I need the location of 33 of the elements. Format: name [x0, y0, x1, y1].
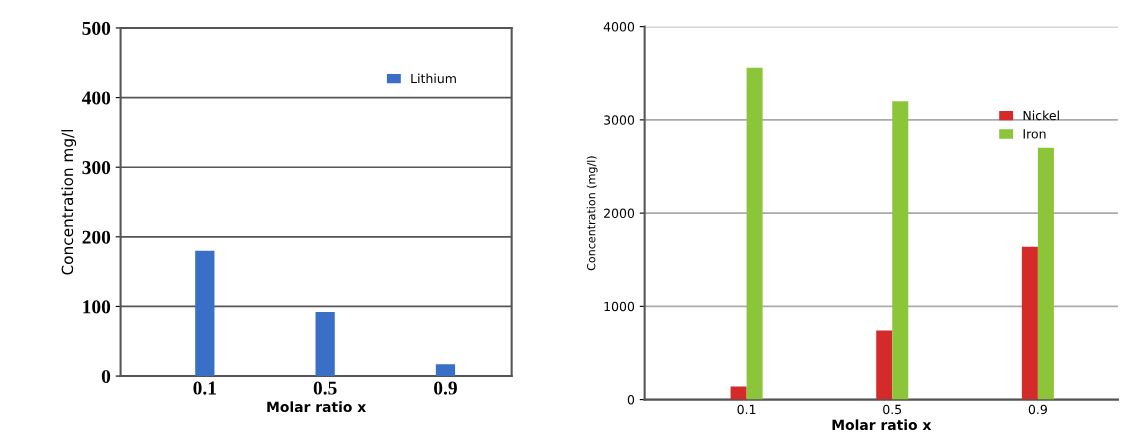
legend-label: Lithium — [411, 73, 456, 84]
legend-label: Nickel — [1023, 110, 1059, 121]
bar — [876, 330, 893, 400]
bar — [730, 386, 747, 400]
x-tick-label: 0.5 — [313, 381, 337, 395]
bar — [315, 312, 335, 377]
x-axis-title: Molar ratio x — [832, 419, 932, 431]
y-axis-title: Concentration mg/l — [61, 130, 77, 275]
y-tick-label: 2000 — [604, 208, 635, 219]
y-tick-label: 500 — [82, 21, 111, 35]
bar — [1037, 147, 1054, 400]
bar — [435, 364, 456, 377]
y-tick-label: 400 — [81, 91, 111, 105]
y-tick-label: 0 — [627, 395, 635, 405]
legend-label: Iron — [1023, 129, 1046, 139]
y-axis-title: Concentration (mg/l) — [586, 156, 598, 271]
bar — [892, 101, 909, 400]
x-tick-label: 0.1 — [737, 404, 756, 415]
x-tick-label: 0.5 — [883, 404, 902, 415]
x-tick-label: 0.1 — [193, 381, 216, 395]
y-tick-label: 100 — [83, 300, 111, 314]
y-tick-label: 1000 — [604, 301, 635, 312]
x-tick-label: 0.9 — [1028, 404, 1047, 415]
y-tick-label: 0 — [101, 369, 111, 384]
y-tick-label: 4000 — [603, 22, 635, 32]
x-tick-label: 0.9 — [434, 381, 457, 395]
bar — [195, 250, 215, 377]
bar — [1021, 246, 1038, 400]
y-tick-label: 300 — [82, 161, 111, 175]
bar — [746, 67, 763, 400]
y-tick-label: 3000 — [604, 115, 635, 125]
y-tick-label: 200 — [82, 230, 111, 244]
x-axis-title: Molar ratio x — [267, 401, 366, 413]
